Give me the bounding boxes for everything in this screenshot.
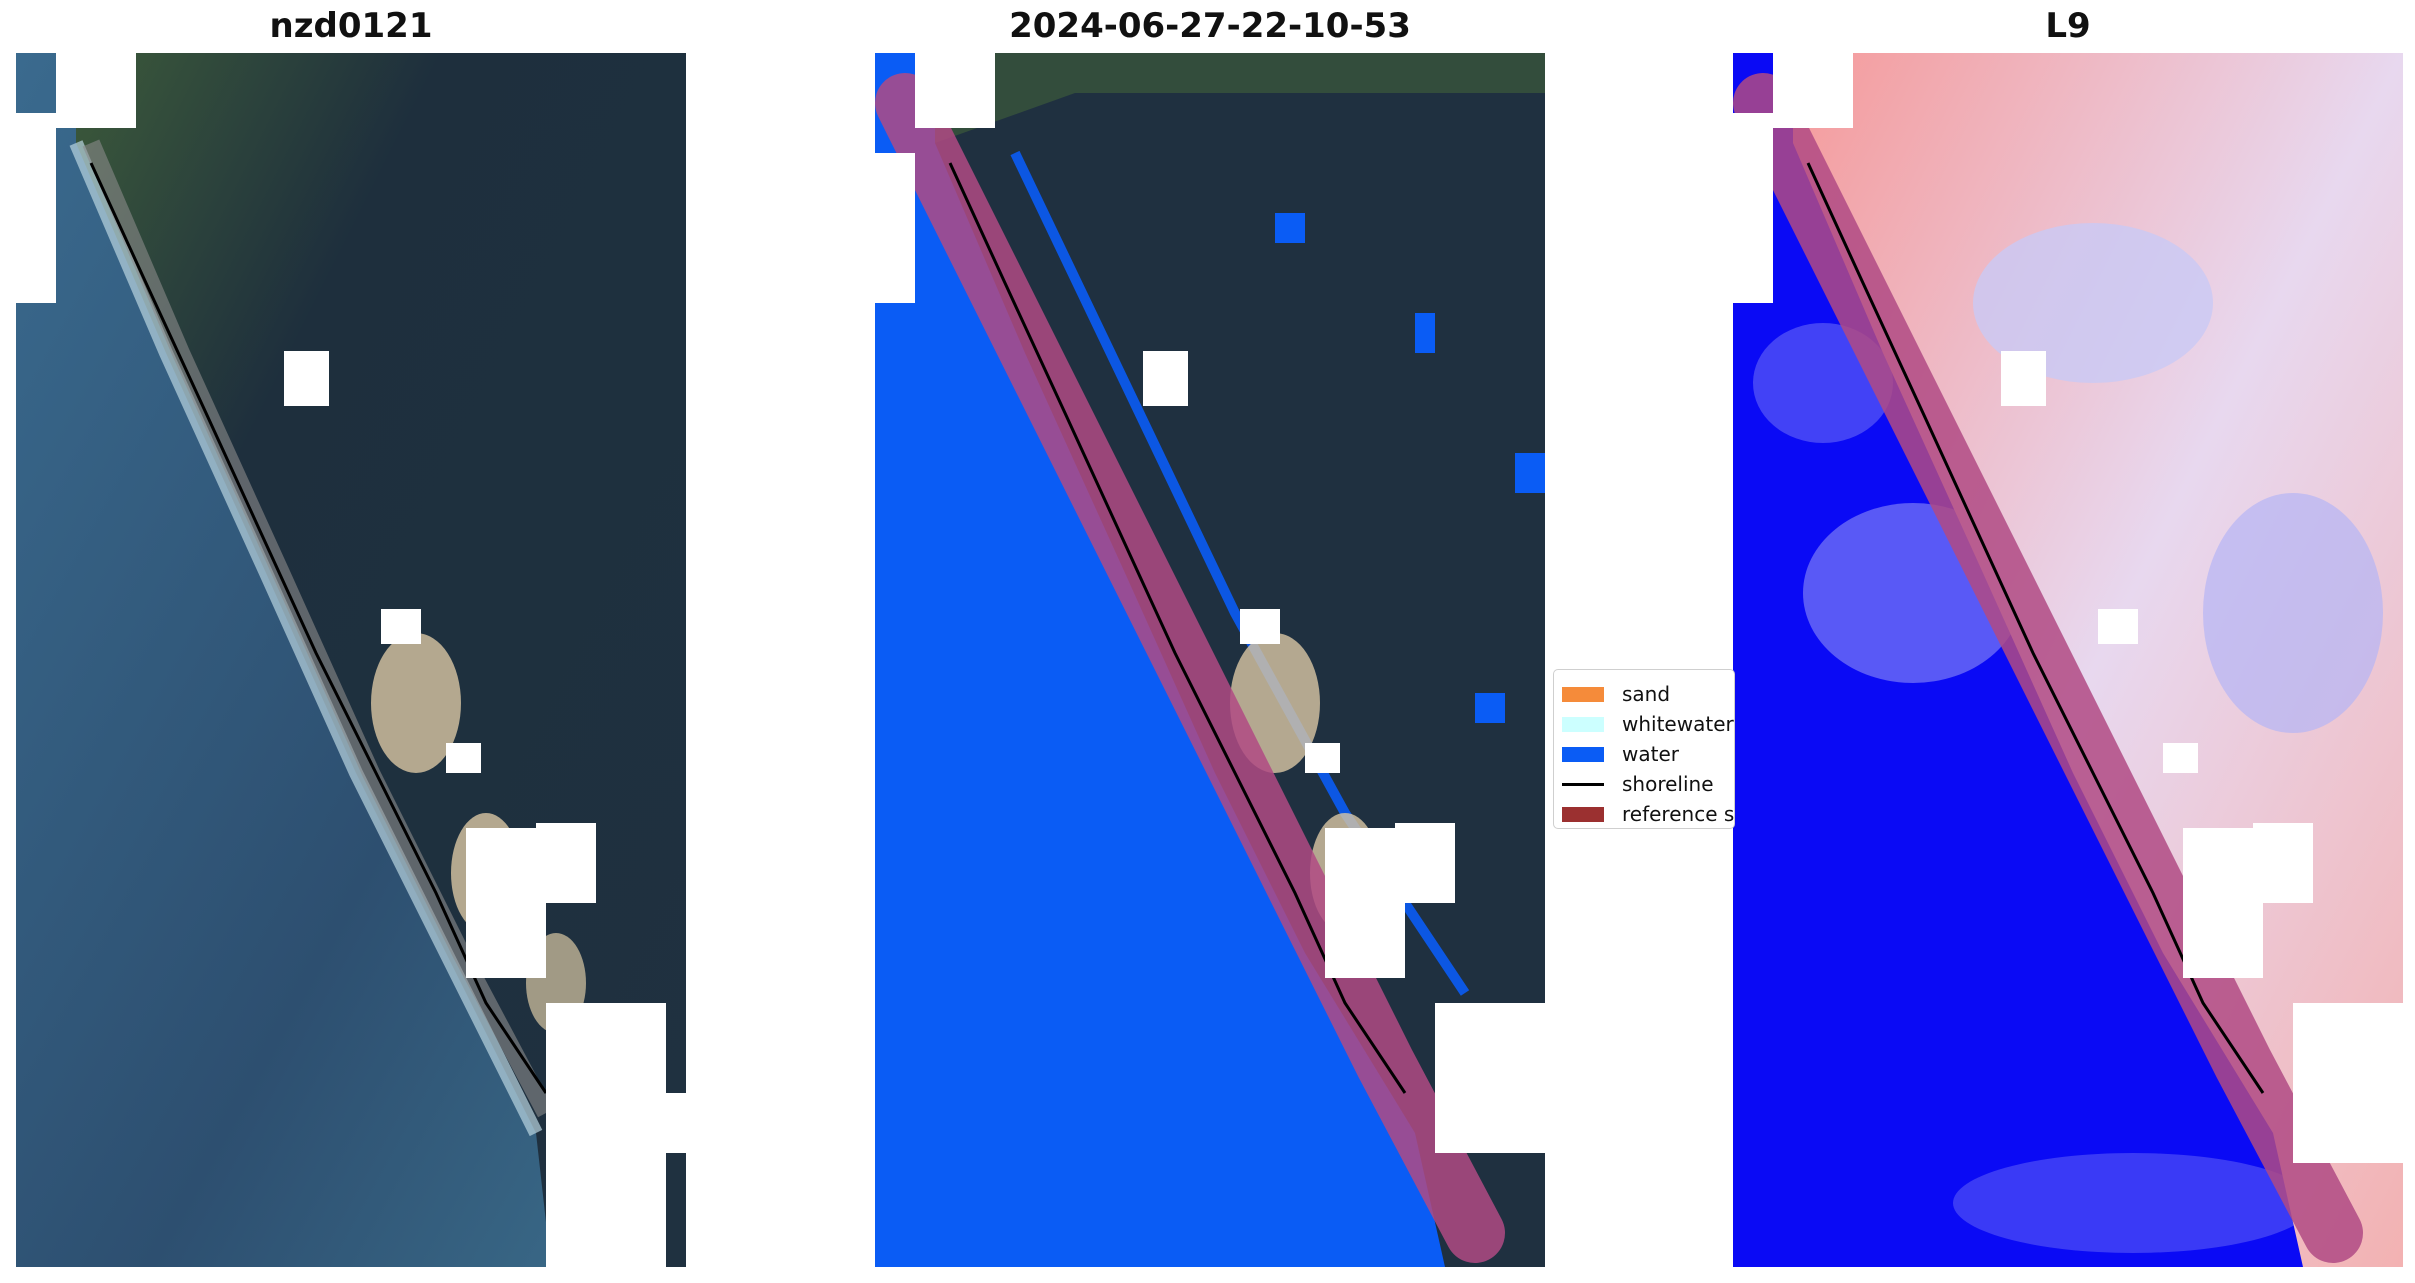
legend-label-reference-shoreline: reference shoreline	[1622, 802, 1735, 826]
panel-title-classified: 2024-06-27-22-10-53	[1009, 6, 1411, 46]
legend: sand whitewater water shoreline referenc…	[1553, 669, 1735, 829]
classified-image	[875, 53, 1545, 1267]
legend-swatch-shoreline	[1562, 783, 1604, 786]
panel-title-rgb: nzd0121	[269, 6, 433, 46]
legend-label-water: water	[1622, 742, 1679, 766]
index-image-panel	[1733, 53, 2403, 1267]
legend-swatch-reference-shoreline	[1562, 807, 1604, 822]
legend-label-sand: sand	[1622, 682, 1671, 706]
legend-label-whitewater: whitewater	[1622, 712, 1734, 736]
rgb-image-panel	[16, 53, 686, 1267]
panel-title-index: L9	[2045, 6, 2091, 46]
legend-label-shoreline: shoreline	[1622, 772, 1714, 796]
legend-swatch-whitewater	[1562, 717, 1604, 732]
legend-swatch-sand	[1562, 687, 1604, 702]
classified-image-panel	[875, 53, 1545, 1267]
legend-swatch-water	[1562, 747, 1604, 762]
index-image	[1733, 53, 2403, 1267]
rgb-image	[16, 53, 686, 1267]
